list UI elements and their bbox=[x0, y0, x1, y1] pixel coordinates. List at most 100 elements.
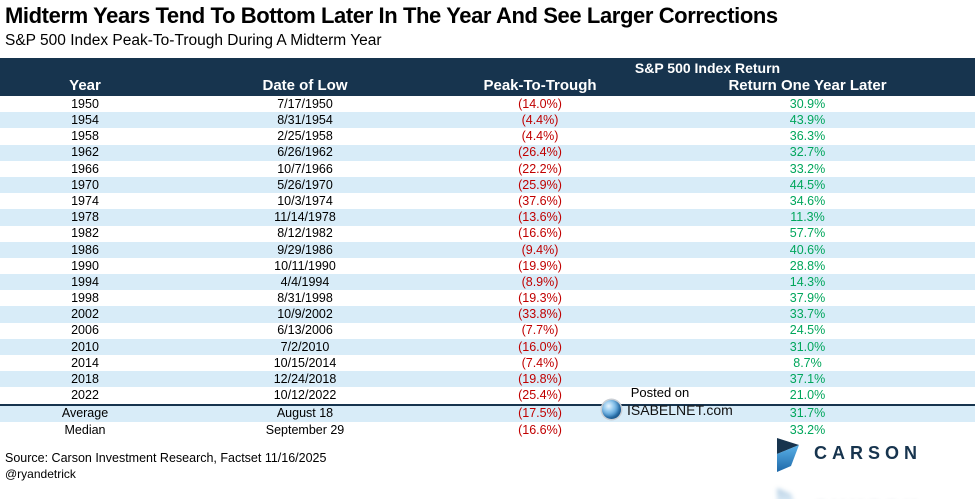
data-rows: 1950 7/17/1950 (14.0%) 30.9% 1954 8/31/1954 (4… bbox=[0, 96, 975, 404]
cell-date-of-low: 11/14/1978 bbox=[274, 210, 336, 225]
cell-date-of-low: 4/4/1994 bbox=[280, 274, 330, 289]
table-row: 1994 4/4/1994 (8.9%) 14.3% bbox=[0, 274, 975, 291]
cell-peak-to-trough: (16.6%) bbox=[518, 226, 562, 241]
table-row: 1954 8/31/1954 (4.4%) 43.9% bbox=[0, 112, 975, 129]
cell-return-one-year-later: 57.7% bbox=[789, 226, 826, 241]
carson-logo-main: CARSON bbox=[772, 436, 922, 480]
column-header-year: Year bbox=[69, 76, 101, 94]
group-column-header: S&P 500 Index Return bbox=[634, 60, 781, 76]
cell-year: 2014 bbox=[71, 355, 99, 370]
column-header-date-of-low: Date of Low bbox=[262, 76, 348, 94]
cell-return-one-year-later: 33.2% bbox=[789, 422, 826, 437]
cell-peak-to-trough: (7.4%) bbox=[521, 355, 559, 370]
table-row: 1966 10/7/1966 (22.2%) 33.2% bbox=[0, 161, 975, 177]
cell-peak-to-trough: (7.7%) bbox=[521, 323, 559, 338]
column-header-peak-to-trough: Peak-To-Trough bbox=[483, 76, 597, 94]
cell-year: 1974 bbox=[71, 193, 99, 208]
cell-date-of-low: August 18 bbox=[276, 406, 334, 421]
cell-date-of-low: September 29 bbox=[265, 422, 345, 437]
cell-year: 1990 bbox=[71, 258, 99, 273]
table-row: 1950 7/17/1950 (14.0%) 30.9% bbox=[0, 96, 975, 112]
table-row: 2010 7/2/2010 (16.0%) 31.0% bbox=[0, 338, 975, 355]
cell-year: 2018 bbox=[71, 372, 99, 387]
table-row: 2022 10/12/2022 (25.4%) 21.0% bbox=[0, 387, 975, 403]
source-note: Source: Carson Investment Research, Fact… bbox=[5, 451, 327, 465]
summary-row: Average August 18 (17.5%) 31.7% bbox=[0, 405, 975, 422]
cell-year: 2006 bbox=[71, 323, 99, 338]
table-row: 2014 10/15/2014 (7.4%) 8.7% bbox=[0, 355, 975, 371]
table-row: 1962 6/26/1962 (26.4%) 32.7% bbox=[0, 144, 975, 161]
cell-return-one-year-later: 11.3% bbox=[790, 210, 825, 225]
cell-return-one-year-later: 21.0% bbox=[789, 388, 826, 403]
cell-return-one-year-later: 37.9% bbox=[789, 291, 826, 306]
cell-peak-to-trough: (8.9%) bbox=[521, 274, 559, 289]
cell-date-of-low: 7/17/1950 bbox=[277, 96, 333, 111]
cell-return-one-year-later: 33.2% bbox=[789, 161, 826, 176]
cell-peak-to-trough: (16.6%) bbox=[518, 422, 562, 437]
cell-peak-to-trough: (22.2%) bbox=[518, 161, 562, 176]
column-header-return-one-year-later: Return One Year Later bbox=[728, 76, 887, 94]
cell-return-one-year-later: 8.7% bbox=[793, 355, 822, 370]
cell-year: Median bbox=[64, 422, 106, 437]
table-row: 1990 10/11/1990 (19.9%) 28.8% bbox=[0, 258, 975, 274]
summary-rows: Average August 18 (17.5%) 31.7% Median Septem… bbox=[0, 403, 975, 438]
table-row: 1998 8/31/1998 (19.3%) 37.9% bbox=[0, 290, 975, 306]
cell-peak-to-trough: (4.4%) bbox=[521, 113, 559, 128]
cell-peak-to-trough: (13.6%) bbox=[518, 210, 562, 225]
cell-peak-to-trough: (17.5%) bbox=[518, 406, 562, 421]
cell-year: Average bbox=[61, 406, 109, 421]
cell-year: 1970 bbox=[71, 177, 99, 192]
table-header-band bbox=[0, 58, 975, 96]
cell-peak-to-trough: (14.0%) bbox=[518, 96, 562, 111]
cell-return-one-year-later: 30.9% bbox=[789, 96, 826, 111]
cell-year: 1994 bbox=[71, 274, 99, 289]
cell-peak-to-trough: (16.0%) bbox=[518, 339, 562, 354]
cell-date-of-low: 10/15/2014 bbox=[273, 355, 337, 370]
table-row: 1978 11/14/1978 (13.6%) 11.3% bbox=[0, 209, 975, 226]
table-row: 2006 6/13/2006 (7.7%) 24.5% bbox=[0, 323, 975, 339]
cell-year: 1982 bbox=[71, 226, 99, 241]
cell-return-one-year-later: 34.6% bbox=[789, 193, 826, 208]
cell-year: 2022 bbox=[71, 388, 99, 403]
cell-year: 1958 bbox=[71, 129, 99, 144]
cell-date-of-low: 2/25/1958 bbox=[277, 129, 333, 144]
cell-year: 1998 bbox=[71, 291, 99, 306]
table-row: 1974 10/3/1974 (37.6%) 34.6% bbox=[0, 193, 975, 209]
table-row: 1982 8/12/1982 (16.6%) 57.7% bbox=[0, 226, 975, 242]
cell-date-of-low: 6/26/1962 bbox=[277, 145, 333, 160]
cell-year: 1986 bbox=[71, 242, 99, 257]
isabelnet-watermark: ISABELNET.com bbox=[602, 400, 733, 419]
cell-date-of-low: 10/11/1990 bbox=[274, 258, 336, 273]
isabelnet-globe-icon bbox=[602, 400, 621, 419]
carson-logo: CARSON CARSON bbox=[768, 436, 975, 499]
cell-year: 2002 bbox=[71, 307, 99, 322]
cell-return-one-year-later: 14.3% bbox=[789, 274, 826, 289]
cell-peak-to-trough: (33.8%) bbox=[518, 307, 562, 322]
cell-date-of-low: 6/13/2006 bbox=[277, 323, 333, 338]
cell-date-of-low: 10/9/2002 bbox=[277, 307, 333, 322]
cell-return-one-year-later: 24.5% bbox=[789, 323, 826, 338]
cell-date-of-low: 8/12/1982 bbox=[277, 226, 333, 241]
carson-wordmark: CARSON bbox=[814, 443, 923, 463]
cell-date-of-low: 12/24/2018 bbox=[273, 372, 337, 387]
summary-row: Median September 29 (16.6%) 33.2% bbox=[0, 422, 975, 438]
cell-date-of-low: 9/29/1986 bbox=[277, 242, 333, 257]
cell-date-of-low: 7/2/2010 bbox=[280, 339, 330, 354]
cell-peak-to-trough: (19.3%) bbox=[518, 291, 562, 306]
cell-return-one-year-later: 36.3% bbox=[789, 129, 826, 144]
cell-return-one-year-later: 28.8% bbox=[789, 258, 826, 273]
cell-return-one-year-later: 37.1% bbox=[789, 372, 826, 387]
cell-year: 1954 bbox=[71, 113, 99, 128]
table-row: 1986 9/29/1986 (9.4%) 40.6% bbox=[0, 241, 975, 258]
cell-peak-to-trough: (26.4%) bbox=[518, 145, 562, 160]
cell-return-one-year-later: 31.0% bbox=[789, 339, 826, 354]
table-row: 1970 5/26/1970 (25.9%) 44.5% bbox=[0, 176, 975, 194]
cell-year: 1950 bbox=[71, 96, 99, 111]
cell-peak-to-trough: (25.4%) bbox=[518, 388, 562, 403]
column-header-row: Year Date of Low Peak-To-Trough Return O… bbox=[0, 76, 975, 94]
cell-return-one-year-later: 33.7% bbox=[789, 307, 826, 322]
table-row: 2018 12/24/2018 (19.8%) 37.1% bbox=[0, 371, 975, 388]
cell-year: 2010 bbox=[71, 339, 99, 354]
posted-on-label: Posted on bbox=[630, 385, 690, 400]
cell-date-of-low: 8/31/1954 bbox=[277, 113, 333, 128]
